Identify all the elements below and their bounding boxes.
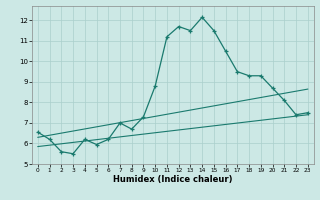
X-axis label: Humidex (Indice chaleur): Humidex (Indice chaleur) (113, 175, 233, 184)
